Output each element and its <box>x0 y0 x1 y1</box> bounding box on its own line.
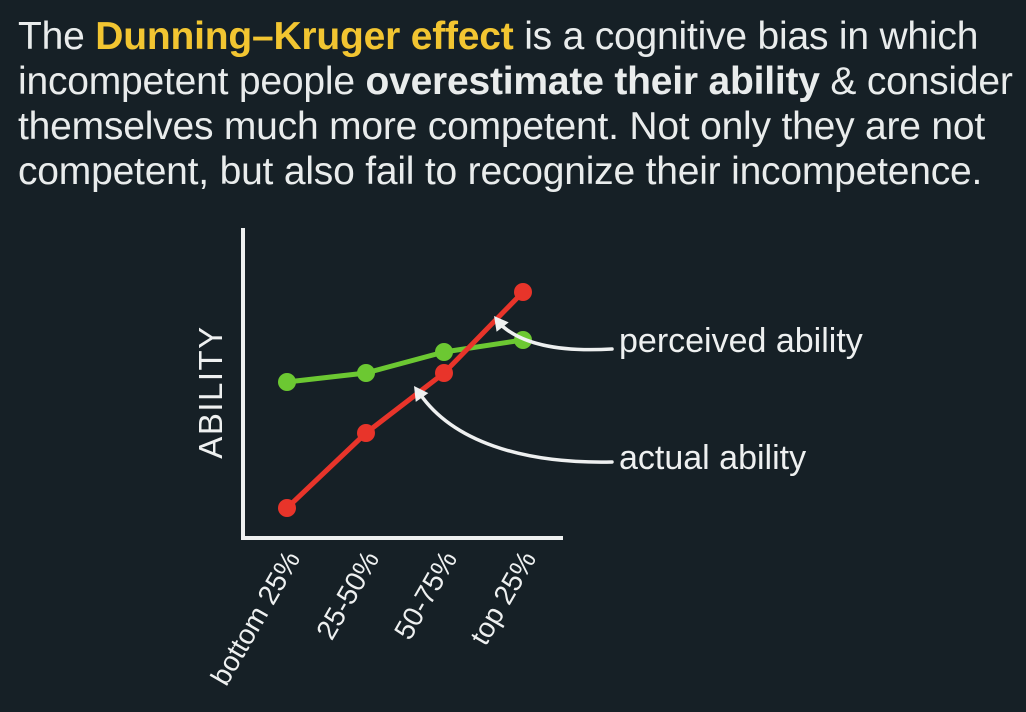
series-label-actual-ability: actual ability <box>619 439 806 477</box>
point-perceived-ability-bottom-25 <box>278 373 296 391</box>
series-layer <box>278 283 532 517</box>
y-axis-label: ABILITY <box>192 325 229 458</box>
point-actual-ability-bottom-25 <box>278 499 296 517</box>
point-perceived-ability-50-75 <box>435 343 453 361</box>
x-tick-labels: bottom 25% 25-50% 50-75% top 25% <box>205 546 543 691</box>
series-line-perceived-ability <box>284 337 526 385</box>
x-tick-label-25-50: 25-50% <box>310 546 385 645</box>
x-tick-label-bottom-25: bottom 25% <box>205 546 307 691</box>
perceived-ability-arrow-head <box>494 316 509 332</box>
point-actual-ability-25-50 <box>357 424 375 442</box>
actual-ability-arrow-head <box>414 386 429 402</box>
annotations: perceived ability actual ability <box>414 316 863 477</box>
perceived-ability-arrow <box>496 320 614 352</box>
series-label-perceived-ability: perceived ability <box>619 322 863 360</box>
series-line-actual-ability <box>284 289 526 511</box>
point-actual-ability-50-75 <box>435 364 453 382</box>
x-tick-label-50-75: 50-75% <box>388 546 463 645</box>
headline-end: & consider themselves much more competen… <box>18 60 1013 193</box>
headline-highlight: Dunning–Kruger effect <box>95 15 514 58</box>
actual-ability-arrow <box>418 392 614 464</box>
x-tick-label-top-25: top 25% <box>464 546 542 650</box>
headline-emphasis: overestimate their ability <box>365 60 820 103</box>
headline-middle: is a cognitive bias in which incompetent… <box>18 15 979 103</box>
headline: The Dunning–Kruger effect is a cognitive… <box>18 14 1018 194</box>
headline-intro: The <box>18 15 96 58</box>
point-perceived-ability-25-50 <box>357 364 375 382</box>
point-actual-ability-top-25 <box>514 283 532 301</box>
